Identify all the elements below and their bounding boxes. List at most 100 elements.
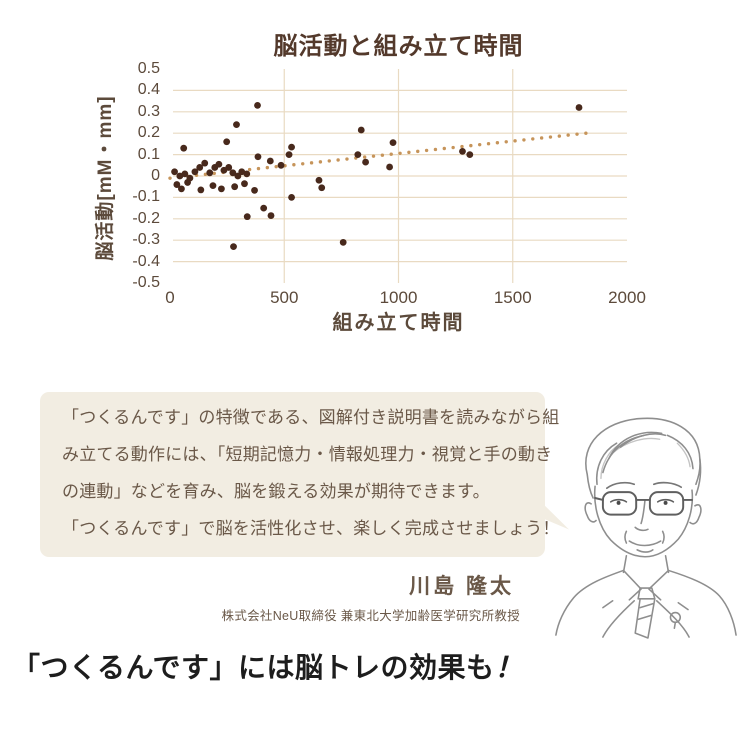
data-point	[243, 213, 251, 221]
x-tick-label: 0	[165, 288, 175, 307]
trendline-dot	[584, 131, 588, 135]
glasses-icon	[594, 491, 693, 516]
data-point	[288, 143, 295, 151]
x-axis-title: 組み立て時間	[332, 312, 465, 334]
speech-bubble	[40, 392, 545, 557]
trendline-dot	[247, 167, 252, 172]
trendline-dot	[380, 153, 385, 157]
trendline-dot	[504, 140, 508, 144]
trendline-dot	[301, 162, 305, 166]
trendline-dot	[336, 158, 340, 162]
trendline-dot	[212, 171, 216, 176]
data-point	[171, 168, 178, 176]
x-tick-label: 1000	[379, 288, 418, 307]
data-point	[209, 182, 217, 190]
data-point	[318, 184, 326, 192]
y-tick-label: -0.1	[132, 188, 160, 206]
eyebrows	[605, 481, 683, 490]
data-point	[223, 138, 231, 146]
data-point	[243, 170, 251, 178]
trendline-dot	[292, 163, 296, 167]
data-point	[196, 164, 204, 171]
y-tick-label: -0.3	[132, 231, 160, 249]
data-point	[206, 169, 214, 177]
y-tick-label: 0.3	[137, 102, 160, 120]
y-tick-label: 0.5	[137, 60, 160, 77]
trendline-dot	[371, 154, 376, 158]
speech-line: 「つくるんです」で脳を活性化させ、楽しく完成させましょう！	[62, 519, 560, 538]
data-point	[191, 168, 199, 176]
trendline-dot	[327, 159, 331, 163]
trendline-dot	[407, 150, 411, 155]
y-tick-label: 0.1	[137, 145, 160, 163]
trendline-dot	[318, 160, 323, 164]
trendline-dot	[345, 157, 349, 161]
data-point	[229, 169, 237, 177]
data-point	[266, 157, 274, 165]
y-tick-label: 0.4	[137, 81, 160, 99]
scatter-plot-canvas	[168, 69, 627, 283]
trendline-dot	[575, 132, 579, 136]
trendline-dot	[168, 176, 172, 180]
x-tick-label: 2000	[608, 288, 646, 307]
trendline-dot	[495, 141, 500, 145]
data-point	[285, 151, 293, 159]
trendline-dot	[203, 172, 208, 177]
data-point	[218, 185, 225, 193]
data-point	[354, 151, 362, 159]
data-point	[389, 139, 397, 147]
trendline-dot	[398, 151, 402, 155]
y-tick-label: 0	[151, 167, 160, 184]
trendline-dot	[451, 145, 455, 150]
data-point	[180, 144, 188, 152]
data-point	[254, 153, 262, 161]
speech-line: 「つくるんです」の特徴である、図解付き説明書を読みながら組	[62, 408, 560, 427]
y-tick-label: -0.2	[132, 209, 160, 227]
trendline-dot	[539, 136, 544, 140]
data-point	[251, 186, 258, 194]
data-point	[181, 170, 189, 178]
data-point	[231, 183, 239, 191]
y-tick-label: 0.2	[137, 124, 160, 142]
data-point	[362, 158, 369, 166]
headline-exclamation: ！	[494, 652, 524, 683]
trendline-dot	[469, 143, 473, 148]
expert-portrait-illustration	[555, 417, 737, 639]
speech-line: み立てる動作には、「短期記憶力・情報処理力・視覚と手の動き	[62, 445, 553, 464]
chart-title: 脳活動と組み立て時間	[273, 33, 524, 60]
trendline-dot	[416, 149, 420, 154]
y-tick-label: -0.4	[132, 252, 160, 270]
data-point	[186, 174, 194, 182]
trendline-dot	[309, 161, 314, 165]
trendline-dot	[531, 137, 535, 141]
trendline-dot	[460, 144, 464, 149]
trendline-dot	[433, 147, 438, 152]
data-point	[230, 243, 237, 251]
trendline-dot	[566, 133, 570, 137]
speech-line: の連動」などを育み、脳を鍛える効果が期待できます。	[62, 482, 490, 501]
portrait-lines	[555, 417, 737, 639]
attribution-block: 川島 隆太 株式会社NeU取締役 兼東北大学加齢医学研究所教授	[140, 574, 520, 624]
data-point	[386, 163, 393, 171]
data-point	[288, 194, 295, 201]
data-point	[260, 204, 268, 212]
x-tick-label: 500	[270, 288, 299, 307]
trendline-dot	[477, 142, 482, 147]
bottom-headline: 「つくるんです」には脳トレの効果も！	[12, 650, 523, 686]
trendline-dot	[548, 135, 553, 139]
x-tick-label: 1500	[493, 288, 532, 307]
trendline-dot	[424, 148, 429, 153]
data-point	[241, 180, 248, 188]
trendline-dot	[389, 152, 393, 156]
trendline-dot	[513, 139, 517, 143]
data-point	[357, 126, 365, 134]
data-point	[339, 238, 347, 246]
data-point	[315, 176, 323, 184]
y-tick-label: -0.5	[132, 274, 160, 291]
data-point	[178, 185, 185, 193]
data-point	[254, 101, 261, 109]
expert-role: 株式会社NeU取締役 兼東北大学加齢医学研究所教授	[221, 609, 520, 623]
data-point	[575, 104, 583, 111]
expert-name: 川島 隆太	[409, 575, 514, 598]
data-point	[225, 164, 233, 171]
